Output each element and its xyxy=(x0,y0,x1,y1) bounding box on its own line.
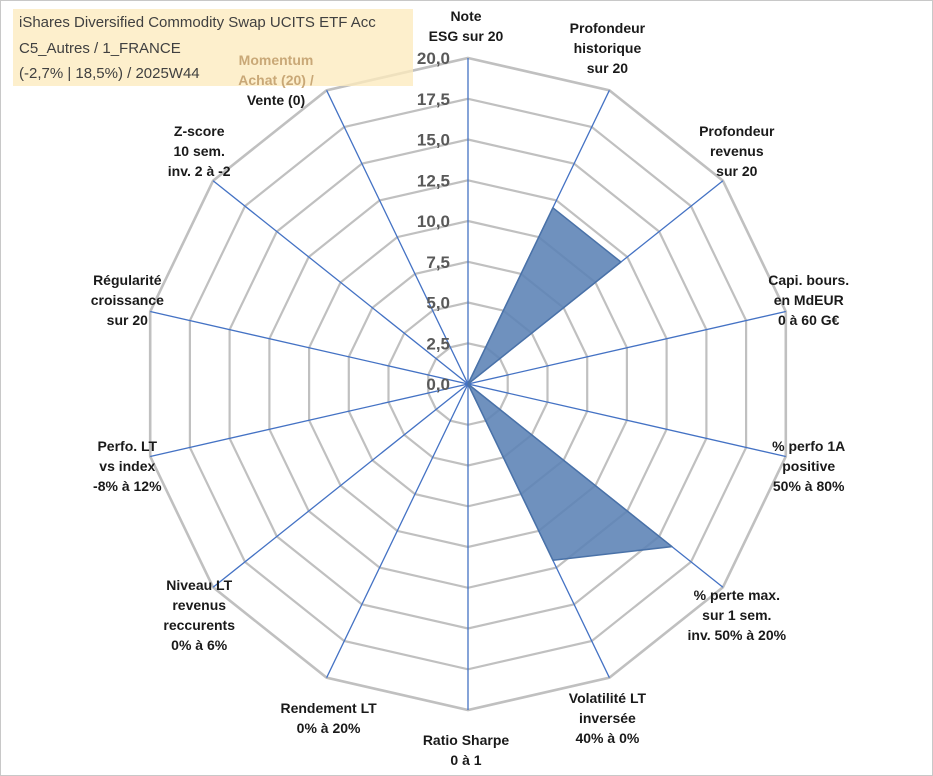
axis-label: 0 à 1 xyxy=(450,752,481,768)
axis-spoke xyxy=(150,383,469,458)
axis-spoke xyxy=(326,383,469,678)
axis-label: revenus xyxy=(710,143,764,159)
axis-label: 0% à 20% xyxy=(297,720,361,736)
axis-label: inv. 2 à -2 xyxy=(168,163,231,179)
axis-label: inv. 50% à 20% xyxy=(688,627,787,643)
axis-labels: Note ESG sur 20 Profondeur historique sur 20… xyxy=(91,8,849,768)
tick-label: 12,5 xyxy=(417,171,450,190)
axis-spoke xyxy=(150,310,469,385)
tick-label: 7,5 xyxy=(426,253,450,272)
axis-label: Ratio Sharpe xyxy=(423,732,510,748)
info-box: iShares Diversified Commodity Swap UCITS… xyxy=(13,9,413,86)
axis-label: croissance xyxy=(91,292,164,308)
axis-label: -8% à 12% xyxy=(93,478,162,494)
axis-spoke xyxy=(212,180,469,385)
tick-label: 10,0 xyxy=(417,212,450,231)
axis-label: Rendement LT xyxy=(280,700,377,716)
axis-spoke xyxy=(212,383,469,588)
axis-label: inversée xyxy=(579,710,636,726)
axis-spoke xyxy=(326,90,469,385)
tick-label: 0,0 xyxy=(426,375,450,394)
axis-label: Capi. bours. xyxy=(768,272,849,288)
fund-performance-week: (-2,7% | 18,5%) / 2025W44 xyxy=(19,65,200,82)
tick-label: 17,5 xyxy=(417,90,450,109)
axis-label: ESG sur 20 xyxy=(429,28,504,44)
axis-label: 50% à 80% xyxy=(773,478,845,494)
tick-label: 5,0 xyxy=(426,294,450,313)
axis-label: historique xyxy=(574,40,642,56)
axis-spoke xyxy=(467,310,786,385)
axis-label: sur 1 sem. xyxy=(702,607,771,623)
axis-label: Profondeur xyxy=(570,20,646,36)
axis-label: en MdEUR xyxy=(774,292,844,308)
fund-name: iShares Diversified Commodity Swap UCITS… xyxy=(19,14,376,31)
tick-label: 15,0 xyxy=(417,131,450,150)
axis-label: sur 20 xyxy=(587,60,628,76)
axis-label: sur 20 xyxy=(107,312,148,328)
axis-label: % perfo 1A xyxy=(772,438,845,454)
axis-label: Niveau LT xyxy=(166,577,232,593)
axis-spoke xyxy=(467,383,786,458)
series-area xyxy=(467,207,673,561)
axis-label: Z-score xyxy=(174,123,225,139)
axis-label: vs index xyxy=(99,458,155,474)
axis-label: Note xyxy=(450,8,481,24)
axis-label: 40% à 0% xyxy=(575,730,639,746)
fund-category: C5_Autres / 1_FRANCE xyxy=(19,40,181,57)
axis-label: Profondeur xyxy=(699,123,775,139)
axis-label: reccurents xyxy=(163,617,235,633)
axis-label: Régularité xyxy=(93,272,162,288)
axis-label: 0% à 6% xyxy=(171,637,228,653)
axis-label: Perfo. LT xyxy=(97,438,157,454)
axis-label: positive xyxy=(782,458,835,474)
axis-label: revenus xyxy=(172,597,226,613)
axis-label: 0 à 60 G€ xyxy=(778,312,840,328)
radial-tick-labels: 0,0 2,5 5,0 7,5 10,0 12,5 15,0 17,5 20,0 xyxy=(417,49,450,394)
radar-series xyxy=(467,207,673,561)
axis-label: Volatilité LT xyxy=(569,690,647,706)
axis-label: sur 20 xyxy=(716,163,757,179)
axis-label: % perte max. xyxy=(694,587,780,603)
tick-label: 2,5 xyxy=(426,334,450,353)
tick-label: 20,0 xyxy=(417,49,450,68)
axis-label: 10 sem. xyxy=(174,143,225,159)
